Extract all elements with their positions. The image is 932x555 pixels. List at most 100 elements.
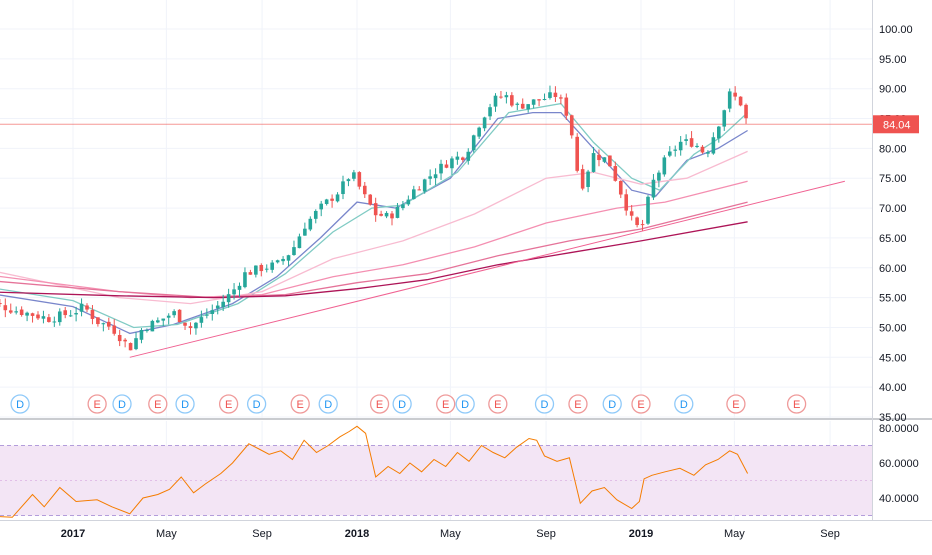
candle[interactable] <box>689 131 694 148</box>
candle[interactable] <box>0 299 2 308</box>
candle[interactable] <box>352 169 356 182</box>
earnings-marker[interactable]: E <box>436 394 456 414</box>
candle[interactable] <box>744 103 748 124</box>
candle[interactable] <box>624 189 629 216</box>
candle[interactable] <box>8 303 13 314</box>
candle[interactable] <box>357 171 362 190</box>
candle[interactable] <box>117 329 122 347</box>
dividend-marker[interactable]: D <box>318 394 338 414</box>
candle[interactable] <box>275 259 280 264</box>
candle[interactable] <box>221 294 225 312</box>
earnings-marker[interactable]: E <box>488 394 508 414</box>
trendline-layer[interactable] <box>0 123 872 358</box>
candle[interactable] <box>417 186 422 191</box>
candle[interactable] <box>488 103 492 121</box>
candle[interactable] <box>684 134 688 146</box>
candle[interactable] <box>455 151 460 165</box>
candle[interactable] <box>161 318 166 327</box>
candle[interactable] <box>85 303 89 313</box>
candle[interactable] <box>123 338 127 348</box>
candle[interactable] <box>297 233 302 249</box>
candle[interactable] <box>667 146 672 158</box>
candle[interactable] <box>232 283 236 300</box>
dividend-marker[interactable]: D <box>392 394 412 414</box>
candle[interactable] <box>90 305 95 325</box>
candle[interactable] <box>79 298 84 317</box>
candle[interactable] <box>150 319 155 332</box>
candle[interactable] <box>292 240 296 256</box>
candle[interactable] <box>575 133 579 173</box>
candle[interactable] <box>47 313 51 323</box>
candle[interactable] <box>471 134 476 153</box>
candle[interactable] <box>63 307 68 319</box>
candle[interactable] <box>401 200 405 211</box>
candle[interactable] <box>569 114 574 139</box>
candle[interactable] <box>25 311 29 322</box>
dividend-marker[interactable]: D <box>674 394 694 414</box>
candle[interactable] <box>106 317 111 330</box>
candle[interactable] <box>259 263 264 277</box>
candle[interactable] <box>41 310 46 324</box>
candle[interactable] <box>243 267 247 289</box>
candle[interactable] <box>717 125 721 143</box>
earnings-marker[interactable]: E <box>726 394 746 414</box>
candle[interactable] <box>270 260 274 273</box>
candle[interactable] <box>330 194 334 208</box>
candle[interactable] <box>101 322 106 332</box>
candle[interactable] <box>335 192 340 203</box>
candle[interactable] <box>36 311 40 321</box>
candle[interactable] <box>373 197 378 222</box>
candle[interactable] <box>531 99 536 109</box>
candle[interactable] <box>439 159 443 180</box>
candle[interactable] <box>477 126 481 139</box>
candle[interactable] <box>700 145 705 154</box>
dividend-marker[interactable]: D <box>455 394 475 414</box>
candle[interactable] <box>96 317 100 327</box>
candle[interactable] <box>466 148 471 165</box>
rsi-series-line[interactable] <box>0 425 749 518</box>
trendline[interactable] <box>129 180 845 358</box>
earnings-marker[interactable]: E <box>87 394 107 414</box>
current-price-tag[interactable]: 84.04 <box>873 115 919 134</box>
earnings-marker[interactable]: E <box>786 394 807 414</box>
candle[interactable] <box>733 86 737 101</box>
candle[interactable] <box>319 200 324 217</box>
candle[interactable] <box>14 306 18 315</box>
candle[interactable] <box>461 156 465 163</box>
candle[interactable] <box>629 204 634 221</box>
earnings-marker[interactable]: E <box>369 394 390 414</box>
candle[interactable] <box>520 98 525 110</box>
candle[interactable] <box>559 94 563 105</box>
candle[interactable] <box>74 306 78 322</box>
candle[interactable] <box>57 308 62 326</box>
candlestick-layer[interactable] <box>0 85 748 351</box>
candle[interactable] <box>695 143 699 149</box>
candle[interactable] <box>406 195 411 206</box>
candle[interactable] <box>706 150 710 158</box>
candle[interactable] <box>379 210 383 217</box>
candle[interactable] <box>651 174 656 200</box>
candle[interactable] <box>482 116 487 132</box>
candle[interactable] <box>537 99 541 107</box>
earnings-marker[interactable]: E <box>218 394 239 414</box>
candle[interactable] <box>618 180 623 199</box>
candle[interactable] <box>324 198 329 206</box>
candle[interactable] <box>172 309 176 318</box>
dividend-marker[interactable]: D <box>175 394 195 414</box>
earnings-marker[interactable]: E <box>568 394 588 414</box>
candle[interactable] <box>286 254 291 266</box>
candle[interactable] <box>139 327 144 344</box>
candle[interactable] <box>362 181 367 198</box>
candle[interactable] <box>580 164 585 191</box>
candle[interactable] <box>727 88 732 113</box>
candle[interactable] <box>711 132 716 155</box>
candle[interactable] <box>450 156 454 176</box>
candle[interactable] <box>428 169 432 186</box>
candle[interactable] <box>646 195 650 225</box>
candle[interactable] <box>368 194 373 206</box>
candle[interactable] <box>542 93 547 101</box>
candle[interactable] <box>254 265 258 278</box>
candle[interactable] <box>68 310 73 317</box>
